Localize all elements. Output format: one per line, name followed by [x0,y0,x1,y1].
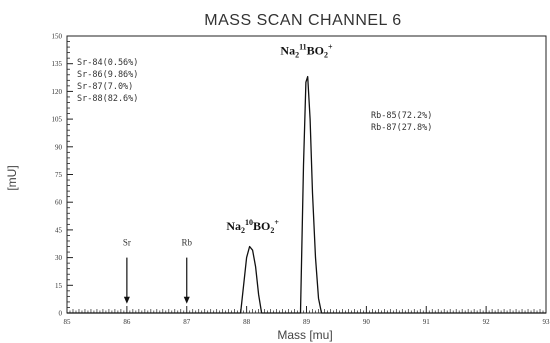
rb-isotope-note: Rb-87(27.8%) [371,123,432,133]
y-tick-label: 15 [55,282,63,290]
y-tick-label: 135 [52,60,63,68]
sr-isotope-note: Sr-84(0.56%) [77,58,138,68]
marker-label: Rb [181,238,192,248]
x-tick-label: 87 [183,318,191,326]
x-axis-label: Mass [mu] [277,328,332,342]
y-tick-label: 105 [52,116,63,124]
plot-frame [66,35,547,314]
peak-labels: Na210BO2+ Na211BO2+ [226,42,333,234]
element-markers: Sr Rb [123,238,192,304]
peak-label: Na210BO2+ [226,218,279,235]
y-tick-label: 60 [55,199,63,207]
marker-arrow-head [123,296,130,304]
x-tick-label: 86 [123,318,131,326]
x-tick-label: 93 [543,318,550,326]
plot-area [67,75,546,314]
sr-isotope-note: Sr-88(82.6%) [77,94,138,104]
chart-title: MASS SCAN CHANNEL 6 [204,12,401,29]
x-tick-label: 85 [64,318,72,326]
axes [66,35,547,314]
x-tick-label: 92 [483,318,491,326]
y-tick-label: 30 [55,254,63,262]
y-axis-label: [mU] [5,165,19,190]
y-tick-label: 150 [52,33,63,41]
x-tick-label: 91 [423,318,431,326]
marker-arrow-head [183,296,190,304]
sr-isotope-note: Sr-86(9.86%) [77,70,138,80]
rb-isotope-note: Rb-85(72.2%) [371,111,432,121]
y-tick-label: 90 [55,143,63,151]
x-tick-label: 88 [243,318,251,326]
x-tick-label: 89 [303,318,311,326]
peak-label: Na211BO2+ [280,42,333,59]
x-tick-label: 90 [363,318,371,326]
y-tick-label: 75 [55,171,63,179]
y-tick-label: 0 [59,310,63,318]
data-line [67,75,546,314]
y-tick-label: 120 [52,88,63,96]
isotope-notes: Sr-84(0.56%) Sr-86(9.86%) Sr-87(7.0%) Sr-88… [77,58,432,133]
sr-isotope-note: Sr-87(7.0%) [77,82,133,92]
y-tick-label: 45 [55,226,63,234]
marker-label: Sr [123,238,131,248]
